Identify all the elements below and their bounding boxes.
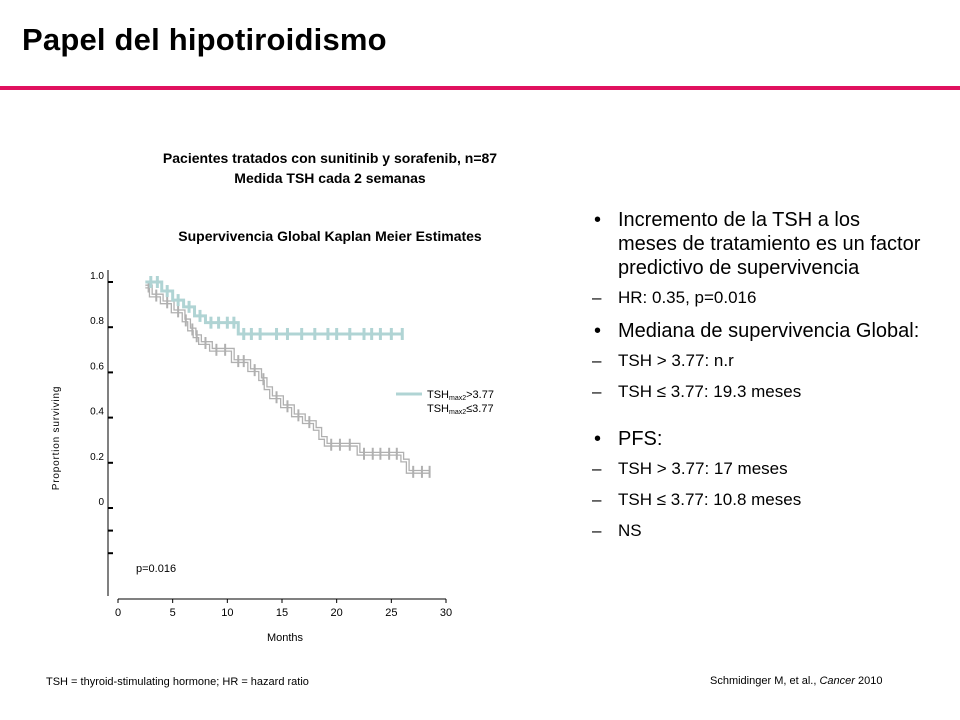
dash-marker: – xyxy=(592,351,602,370)
sub-bullet-item: – TSH > 3.77: n.r xyxy=(592,351,922,371)
bullet-text: TSH > 3.77: n.r xyxy=(618,351,734,370)
y-tick-label: 0.8 xyxy=(90,316,104,327)
y-tick-label: 0 xyxy=(98,497,104,508)
p-value-annotation: p=0.016 xyxy=(136,563,176,575)
page-title: Papel del hipotiroidismo xyxy=(22,22,387,57)
km-series-1 xyxy=(145,276,404,340)
chart-axes: 1.0 0.8 0.6 0.4 0.2 0 0 5 10 15 20 25 30 xyxy=(90,270,452,619)
sub-bullet-item: – TSH ≤ 3.77: 19.3 meses xyxy=(592,382,922,402)
km-curve-outline xyxy=(145,284,430,474)
dash-marker: – xyxy=(592,288,602,307)
y-tick-label: 0.6 xyxy=(90,361,104,372)
bullet-text: NS xyxy=(618,521,642,540)
bullet-text: TSH > 3.77: 17 meses xyxy=(618,459,788,478)
km-curve-inner xyxy=(145,285,430,473)
x-tick-label: 0 xyxy=(115,607,121,619)
dash-marker: – xyxy=(592,382,602,401)
bullet-text: HR: 0.35, p=0.016 xyxy=(618,288,757,307)
bullet-text: PFS: xyxy=(618,428,663,450)
bullet-text: Incremento de la TSH a los meses de trat… xyxy=(618,209,921,279)
dash-marker: – xyxy=(592,459,602,478)
sub-bullet-item: – TSH ≤ 3.77: 10.8 meses xyxy=(592,490,922,510)
bullet-item: PFS: xyxy=(592,427,922,451)
km-series-2 xyxy=(145,280,431,478)
x-tick-label: 25 xyxy=(385,607,397,619)
x-tick-label: 15 xyxy=(276,607,288,619)
x-axis-label: Months xyxy=(267,632,304,644)
x-tick-label: 30 xyxy=(440,607,452,619)
chart-header-line1: Pacientes tratados con sunitinib y soraf… xyxy=(162,150,498,166)
y-axis-label: Proportion surviving xyxy=(51,386,62,490)
footnote: TSH = thyroid-stimulating hormone; HR = … xyxy=(46,676,309,688)
bullet-item: Mediana de supervivencia Global: xyxy=(592,319,922,343)
y-tick-label: 1.0 xyxy=(90,271,104,282)
chart-title: Supervivencia Global Kaplan Meier Estima… xyxy=(178,228,482,244)
dash-marker: – xyxy=(592,490,602,509)
x-tick-label: 5 xyxy=(170,607,176,619)
bullet-list: Incremento de la TSH a los meses de trat… xyxy=(592,208,922,552)
citation-year: 2010 xyxy=(857,675,883,687)
km-curve xyxy=(145,280,403,336)
citation: Schmidinger M, et al., Cancer 2010 xyxy=(710,675,882,687)
sub-bullet-item: – HR: 0.35, p=0.016 xyxy=(592,288,922,308)
legend-label: TSHmax2≤3.77 xyxy=(427,403,494,416)
dash-marker: – xyxy=(592,521,602,540)
title-divider xyxy=(0,86,960,90)
y-tick-label: 0.2 xyxy=(90,452,104,463)
chart-curves xyxy=(145,276,431,478)
legend-label: TSHmax2>3.77 xyxy=(427,389,494,402)
sub-bullet-item: – NS xyxy=(592,521,922,541)
x-tick-label: 20 xyxy=(331,607,343,619)
bullet-item: Incremento de la TSH a los meses de trat… xyxy=(592,208,922,280)
x-tick-label: 10 xyxy=(221,607,233,619)
citation-author: Schmidinger M, et al., xyxy=(710,675,817,687)
bullet-text: TSH ≤ 3.77: 19.3 meses xyxy=(618,382,802,401)
bullet-text: Mediana de supervivencia Global: xyxy=(618,320,920,342)
bullet-text: TSH ≤ 3.77: 10.8 meses xyxy=(618,490,802,509)
chart-header-line2: Medida TSH cada 2 semanas xyxy=(234,170,426,186)
citation-journal: Cancer xyxy=(819,675,855,687)
y-tick-label: 0.4 xyxy=(90,407,104,418)
sub-bullet-item: – TSH > 3.77: 17 meses xyxy=(592,459,922,479)
